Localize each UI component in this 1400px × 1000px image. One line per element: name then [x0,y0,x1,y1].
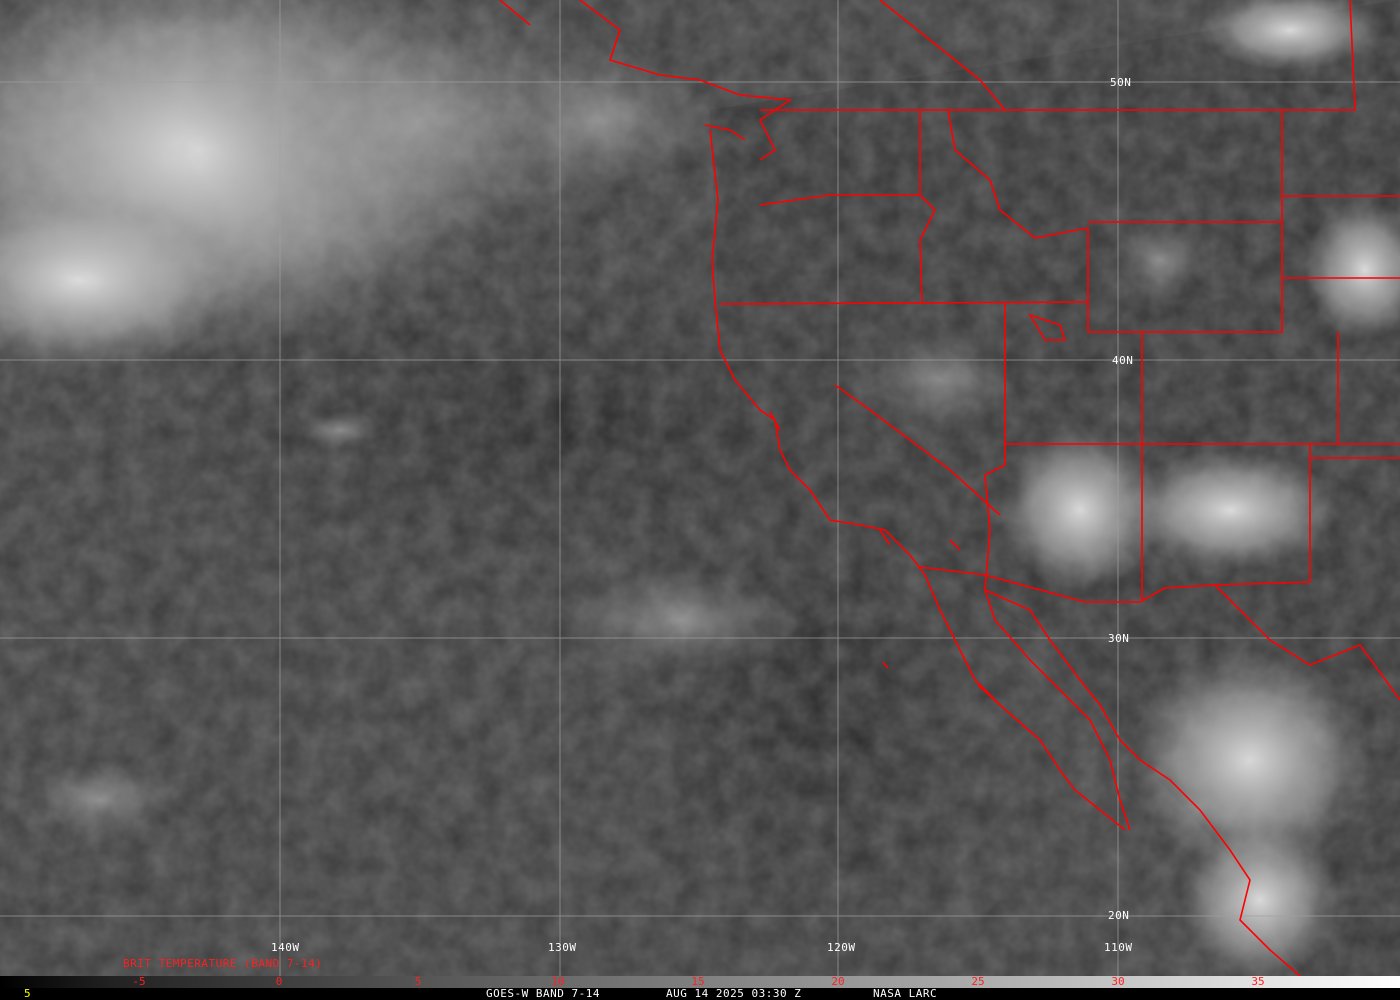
colorbar-tick: -5 [132,975,146,988]
colorbar-left-value: 5 [24,987,32,1000]
satellite-imagery [0,0,1400,976]
longitude-label-130w: 130W [548,941,577,954]
footer-bar [0,988,1400,1000]
colorbar-tick: 35 [1251,975,1265,988]
image-datetime: AUG 14 2025 03:30 Z [666,987,802,1000]
satellite-band-label: GOES-W BAND 7-14 [486,987,600,1000]
colorbar-tick: 20 [831,975,845,988]
latitude-label-50n: 50N [1110,76,1132,89]
colorbar-tick: 15 [691,975,705,988]
colorbar-tick: 25 [971,975,985,988]
latitude-label-40n: 40N [1112,354,1134,367]
colorbar-tick: 0 [275,975,283,988]
credit-label: NASA LARC [873,987,938,1000]
colorbar-title: BRIT TEMPERATURE (BAND 7-14) [123,957,323,970]
latitude-label-30n: 30N [1108,632,1130,645]
latitude-label-20n: 20N [1108,909,1130,922]
longitude-label-140w: 140W [271,941,300,954]
political-borders [499,0,1400,976]
temperature-colorbar [0,976,1400,988]
longitude-label-120w: 120W [827,941,856,954]
colorbar-tick: 5 [414,975,422,988]
colorbar-tick: 30 [1111,975,1125,988]
longitude-label-110w: 110W [1104,941,1133,954]
graticule [0,0,1400,976]
colorbar-tick: 10 [551,975,565,988]
